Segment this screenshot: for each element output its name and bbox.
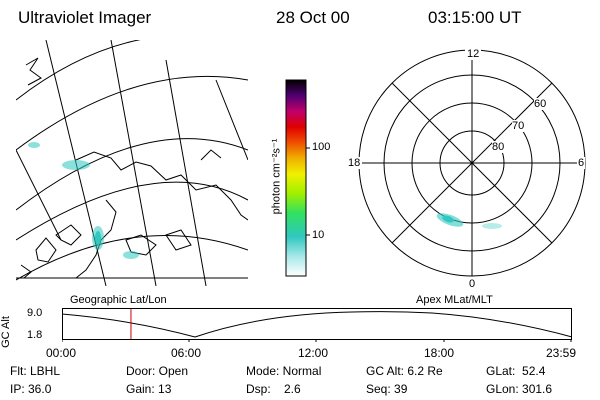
meridian bbox=[16, 149, 62, 241]
aurora-blob bbox=[28, 142, 40, 148]
aurora-oval-core bbox=[442, 215, 454, 223]
colorbar-tick-10: 10 bbox=[312, 229, 325, 241]
coastline bbox=[200, 149, 222, 161]
geographic-map bbox=[16, 40, 248, 286]
coastline bbox=[125, 234, 157, 256]
altitude-curve bbox=[62, 311, 573, 338]
info-flt: Flt: LBHL bbox=[10, 364, 61, 378]
lat-circle bbox=[16, 75, 248, 151]
altitude-plot bbox=[62, 308, 573, 342]
altitude-ylabel: GC Alt bbox=[0, 316, 12, 348]
altitude-ytick-low: 1.8 bbox=[27, 329, 43, 341]
meridian bbox=[215, 79, 248, 161]
mlt-label-bottom: 0 bbox=[468, 278, 477, 290]
coastline bbox=[35, 237, 57, 263]
info-ip: IP: 36.0 bbox=[10, 382, 52, 396]
lat-label-60: 60 bbox=[534, 98, 547, 110]
info-gain: Gain: 13 bbox=[126, 382, 172, 396]
altitude-xtick: 00:00 bbox=[46, 346, 77, 360]
time-label: 03:15:00 UT bbox=[428, 8, 522, 27]
coastline bbox=[165, 229, 192, 251]
colorbar-gradient bbox=[285, 79, 307, 277]
instrument-title: Ultraviolet Imager bbox=[18, 8, 152, 27]
altitude-xtick: 23:59 bbox=[546, 346, 577, 360]
altitude-xtick: 18:00 bbox=[424, 346, 455, 360]
aurora-core bbox=[95, 231, 101, 245]
polar-plot bbox=[358, 49, 586, 277]
polar-panel-caption: Apex MLat/MLT bbox=[416, 294, 493, 306]
mlt-line-diag bbox=[391, 82, 553, 244]
aurora-oval bbox=[482, 223, 502, 229]
colorbar-unit-label: photon cm⁻²s⁻¹ bbox=[270, 138, 283, 215]
altitude-ytick-high: 9.0 bbox=[27, 307, 43, 319]
info-gc-alt: GC Alt: 6.2 Re bbox=[366, 364, 443, 378]
coastline bbox=[55, 224, 82, 246]
info-dsp: Dsp: 2.6 bbox=[246, 382, 301, 396]
info-glon: GLon: 301.6 bbox=[486, 382, 553, 396]
lat-circle bbox=[16, 138, 248, 211]
mlt-label-left: 18 bbox=[346, 157, 363, 169]
meridian bbox=[165, 59, 207, 286]
aurora-blob bbox=[123, 251, 139, 259]
info-door: Door: Open bbox=[126, 364, 189, 378]
date-label: 28 Oct 00 bbox=[276, 8, 350, 27]
coastline bbox=[20, 264, 32, 279]
lat-label-80: 80 bbox=[492, 141, 505, 153]
coastline bbox=[75, 151, 248, 221]
geo-panel-caption: Geographic Lat/Lon bbox=[70, 294, 167, 306]
colorbar-tick-100: 100 bbox=[312, 141, 331, 153]
lat-circle bbox=[16, 181, 248, 241]
colorbar bbox=[285, 79, 310, 277]
mlt-label-right: 6 bbox=[577, 157, 586, 169]
coastline bbox=[25, 57, 42, 86]
info-seq: Seq: 39 bbox=[366, 382, 408, 396]
info-mode: Mode: Normal bbox=[246, 364, 322, 378]
altitude-xtick: 06:00 bbox=[171, 346, 202, 360]
lat-label-70: 70 bbox=[512, 120, 525, 132]
mlt-label-top: 12 bbox=[465, 48, 482, 60]
altitude-plot-frame bbox=[62, 308, 572, 340]
aurora-blob bbox=[62, 160, 90, 170]
info-glat: GLat: 52.4 bbox=[486, 364, 546, 378]
lat-circle bbox=[16, 40, 141, 101]
altitude-xtick: 12:00 bbox=[298, 346, 329, 360]
